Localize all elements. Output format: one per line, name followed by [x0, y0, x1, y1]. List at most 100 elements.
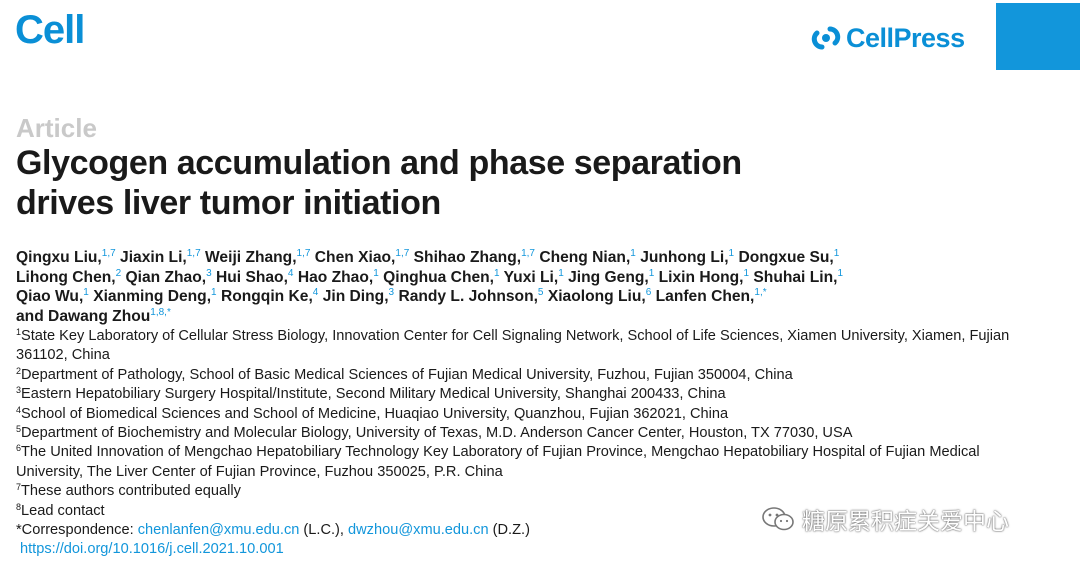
- author-name: Jing Geng,: [568, 268, 649, 286]
- affiliation-item: 2Department of Pathology, School of Basi…: [16, 366, 1016, 385]
- author-affiliation-marker[interactable]: 1,8,*: [150, 306, 171, 318]
- author-affiliation-marker[interactable]: 1,7: [395, 248, 410, 259]
- author-affiliation-marker[interactable]: 4: [312, 287, 319, 298]
- author-affiliation-marker[interactable]: 1,7: [296, 248, 311, 259]
- cellpress-logo-icon: [811, 26, 841, 50]
- author-entry: Shihao Zhang,1,7: [413, 248, 535, 267]
- affiliation-item: 8Lead contact: [16, 502, 1016, 521]
- author-entry: Hao Zhao,1: [297, 267, 379, 286]
- author-name: Weiji Zhang,: [205, 249, 297, 266]
- author-affiliation-marker[interactable]: 3: [206, 267, 212, 279]
- author-affiliation-marker[interactable]: 6: [645, 287, 652, 298]
- author-entry: Jiaxin Li,1,7: [120, 248, 201, 267]
- affiliation-item: 4School of Biomedical Sciences and Schoo…: [16, 405, 1016, 424]
- article-type: Article: [16, 113, 97, 143]
- author-name: Shuhai Lin,: [753, 268, 838, 286]
- author-entry: Shuhai Lin,1: [753, 267, 843, 286]
- author-entry: Dongxue Su,1: [738, 248, 840, 267]
- journal-logo: Cell: [15, 8, 85, 52]
- author-name: Hui Shao,: [216, 268, 288, 286]
- author-name: Yuxi Li,: [503, 268, 559, 286]
- title-line-2: drives liver tumor initiation: [16, 184, 441, 222]
- author-name: Xianming Deng,: [93, 288, 212, 305]
- author-name: Dongxue Su,: [738, 249, 834, 266]
- article-title: Glycogen accumulation and phase separati…: [16, 143, 1016, 223]
- author-name: Lihong Chen,: [16, 268, 116, 286]
- affiliation-number: 7: [16, 482, 22, 493]
- author-affiliation-marker[interactable]: 1,*: [754, 287, 767, 298]
- correspondence-prefix: *Correspondence:: [16, 522, 138, 539]
- author-name: Qingxu Liu,: [16, 249, 102, 266]
- author-name: Jin Ding,: [322, 288, 389, 305]
- email-link-chen[interactable]: chenlanfen@xmu.edu.cn: [137, 522, 300, 539]
- author-entry: Junhong Li,1: [640, 248, 735, 267]
- affiliation-items: 1State Key Laboratory of Cellular Stress…: [16, 327, 1016, 521]
- author-name: Xiaolong Liu,: [547, 288, 646, 305]
- affiliation-number: 1: [16, 327, 22, 337]
- watermark-text: 糖原累积症关爱中心: [802, 508, 1009, 534]
- author-name: Randy L. Johnson,: [398, 288, 538, 305]
- author-affiliation-marker[interactable]: 1: [648, 267, 655, 279]
- author-name: Chen Xiao,: [314, 249, 396, 266]
- affiliation-text: The United Innovation of Mengchao Hepato…: [16, 444, 980, 480]
- author-name: Jiaxin Li,: [120, 249, 187, 266]
- author-name: Cheng Nian,: [539, 249, 631, 266]
- author-entry: Qian Zhao,3: [126, 267, 212, 286]
- affiliation-number: 5: [16, 424, 22, 435]
- affiliation-item: 6The United Innovation of Mengchao Hepat…: [16, 443, 1016, 482]
- author-affiliation-marker[interactable]: 1: [211, 287, 217, 298]
- title-line-1: Glycogen accumulation and phase separati…: [16, 144, 742, 182]
- author-entry: Weiji Zhang,1,7: [205, 248, 311, 267]
- author-affiliation-marker[interactable]: 3: [388, 287, 395, 298]
- author-affiliation-marker[interactable]: 1: [83, 287, 89, 298]
- author-entry: Lixin Hong,1: [659, 267, 750, 286]
- affiliation-number: 4: [16, 404, 22, 415]
- author-list: Qingxu Liu,1,7 Jiaxin Li,1,7 Weiji Zhang…: [16, 248, 1056, 326]
- author-name: Lanfen Chen,: [655, 288, 755, 305]
- affiliation-text: These authors contributed equally: [21, 483, 241, 500]
- affiliation-list: 1State Key Laboratory of Cellular Stress…: [16, 327, 1016, 560]
- author-affiliation-marker[interactable]: 1: [494, 267, 500, 279]
- author-entry: Xianming Deng,1: [93, 287, 217, 306]
- author-entry: Qinghua Chen,1: [383, 267, 500, 286]
- author-entry: Yuxi Li,1: [503, 267, 564, 286]
- author-name: Shihao Zhang,: [413, 249, 522, 266]
- correspondence: *Correspondence: chenlanfen@xmu.edu.cn (…: [16, 521, 1016, 540]
- wechat-icon: [762, 507, 794, 531]
- author-entry: Lanfen Chen,1,*: [655, 287, 767, 306]
- author-affiliation-marker[interactable]: 1,7: [101, 248, 116, 259]
- author-entry: Cheng Nian,1: [539, 248, 636, 267]
- author-name: Rongqin Ke,: [220, 288, 313, 305]
- author-affiliation-marker[interactable]: 4: [287, 267, 294, 279]
- author-affiliation-marker[interactable]: 1: [373, 267, 379, 279]
- wechat-watermark: 糖原累积症关爱中心: [760, 502, 1009, 536]
- corner-color-block: [996, 3, 1080, 70]
- author-affiliation-marker[interactable]: 1: [833, 248, 840, 259]
- author-affiliation-marker[interactable]: 1: [630, 248, 636, 259]
- affiliation-text: State Key Laboratory of Cellular Stress …: [16, 328, 1010, 364]
- author-affiliation-marker[interactable]: 2: [115, 267, 122, 279]
- author-affiliation-marker[interactable]: 1: [743, 267, 750, 279]
- author-entry: and Dawang Zhou1,8,*: [16, 306, 171, 325]
- author-entry: Lihong Chen,2: [16, 267, 122, 286]
- author-name: and Dawang Zhou: [16, 307, 151, 325]
- author-entry: Jing Geng,1: [568, 267, 655, 286]
- publisher-logo: CellPress: [810, 22, 965, 54]
- author-affiliation-marker[interactable]: 1,7: [521, 248, 535, 259]
- author-entry: Rongqin Ke,4: [220, 287, 319, 306]
- correspondence-initials-2: (D.Z.): [488, 522, 530, 539]
- doi-link[interactable]: https://doi.org/10.1016/j.cell.2021.10.0…: [20, 541, 284, 558]
- affiliation-item: 1State Key Laboratory of Cellular Stress…: [16, 327, 1016, 366]
- affiliation-text: Department of Pathology, School of Basic…: [21, 366, 793, 383]
- author-affiliation-marker[interactable]: 5: [537, 287, 544, 298]
- author-affiliation-marker[interactable]: 1: [837, 267, 843, 279]
- affiliation-item: 3Eastern Hepatobiliary Surgery Hospital/…: [16, 385, 1016, 404]
- affiliation-text: Lead contact: [21, 502, 105, 519]
- author-affiliation-marker[interactable]: 1: [558, 267, 564, 279]
- author-name: Hao Zhao,: [297, 268, 374, 286]
- author-name: Junhong Li,: [640, 249, 729, 266]
- author-affiliation-marker[interactable]: 1,7: [186, 248, 201, 259]
- email-link-zhou[interactable]: dwzhou@xmu.edu.cn: [348, 522, 489, 539]
- author-entry: Hui Shao,4: [216, 267, 294, 286]
- author-affiliation-marker[interactable]: 1: [728, 248, 735, 259]
